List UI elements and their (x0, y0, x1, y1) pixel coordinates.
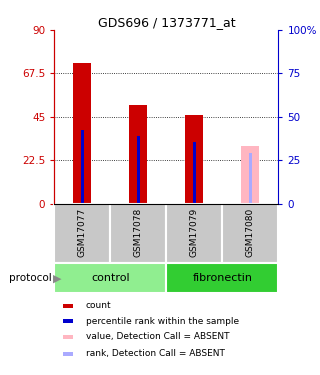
Bar (249, 153, 252, 204)
Bar (74, 63, 92, 204)
Bar (110, 204, 166, 263)
Text: control: control (91, 273, 130, 283)
Text: rank, Detection Call = ABSENT: rank, Detection Call = ABSENT (86, 350, 225, 358)
Bar (222, 204, 278, 263)
Bar (81, 130, 84, 204)
Bar (63, 335, 73, 339)
Text: percentile rank within the sample: percentile rank within the sample (86, 317, 239, 326)
Bar (129, 105, 148, 204)
Text: ▶: ▶ (53, 273, 62, 283)
Text: count: count (86, 302, 111, 310)
Bar (54, 204, 110, 263)
Text: fibronectin: fibronectin (192, 273, 252, 283)
Text: value, Detection Call = ABSENT: value, Detection Call = ABSENT (86, 333, 229, 342)
Bar (166, 263, 278, 293)
Text: GSM17079: GSM17079 (190, 208, 199, 257)
Text: protocol: protocol (9, 273, 52, 283)
Bar (54, 263, 166, 293)
Bar (137, 136, 140, 204)
Text: GSM17078: GSM17078 (134, 208, 143, 257)
Text: GSM17080: GSM17080 (246, 208, 255, 257)
Bar (166, 204, 222, 263)
Bar (63, 304, 73, 308)
Bar (63, 352, 73, 356)
Title: GDS696 / 1373771_at: GDS696 / 1373771_at (98, 16, 235, 29)
Bar (186, 115, 204, 204)
Bar (63, 320, 73, 323)
Bar (241, 146, 259, 204)
Bar (193, 142, 196, 204)
Text: GSM17077: GSM17077 (78, 208, 87, 257)
